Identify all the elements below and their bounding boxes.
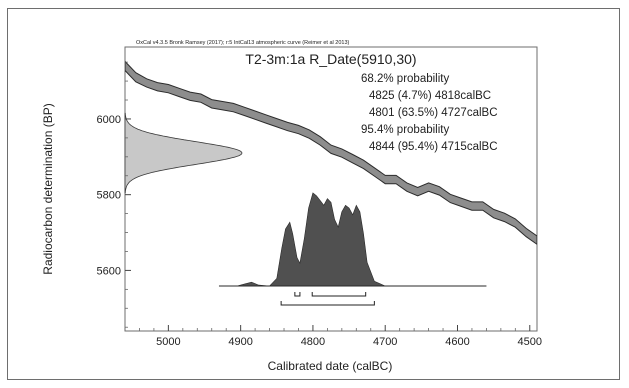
annotation-68-range-1: 4825 (4.7%) 4818calBC (369, 90, 491, 102)
chart-title: T2-3m:1a R_Date(5910,30) (245, 51, 416, 67)
x-tick-label: 4500 (518, 336, 542, 348)
range-95-bracket-1 (280, 301, 375, 306)
annotation-95-range-1: 4844 (95.4%) 4715calBC (369, 141, 498, 153)
range-68-bracket-1 (294, 292, 301, 297)
x-tick-label: 5000 (156, 336, 180, 348)
calibrated-distribution (219, 192, 487, 287)
x-tick-label: 4800 (301, 336, 325, 348)
calibrated-distribution-layer (218, 192, 487, 287)
range-68-bracket-2 (311, 292, 367, 297)
measurement-layer (124, 112, 243, 194)
y-axis-label: Radiocarbon determination (BP) (41, 103, 55, 274)
annotation-68-range-2: 4801 (63.5%) 4727calBC (369, 107, 498, 119)
calibration-plot: 5000 4900 4800 4700 4600 4500 5600 5800 6000 OxC… (41, 40, 542, 373)
measurement-distribution (124, 112, 243, 194)
credit-text: OxCal v4.3.5 Bronk Ramsey (2017); r:5 In… (136, 40, 350, 46)
calibration-curve-band (125, 60, 537, 245)
y-tick-label: 5600 (97, 265, 121, 277)
y-tick-label: 6000 (97, 114, 121, 126)
axes-layer: 5000 4900 4800 4700 4600 4500 5600 5800 6000 (97, 61, 542, 348)
chart-frame: 5000 4900 4800 4700 4600 4500 5600 5800 6000 OxC… (7, 8, 620, 380)
probability-ranges-layer (280, 292, 375, 306)
annotation-95-heading: 95.4% probability (361, 124, 449, 136)
y-tick-label: 5800 (97, 190, 121, 202)
x-tick-label: 4900 (228, 336, 252, 348)
x-tick-label: 4700 (373, 336, 397, 348)
x-axis-label: Calibrated date (calBC) (268, 359, 393, 373)
calibration-curve-layer (125, 60, 537, 245)
annotation-68-heading: 68.2% probability (361, 73, 449, 85)
x-tick-label: 4600 (445, 336, 469, 348)
